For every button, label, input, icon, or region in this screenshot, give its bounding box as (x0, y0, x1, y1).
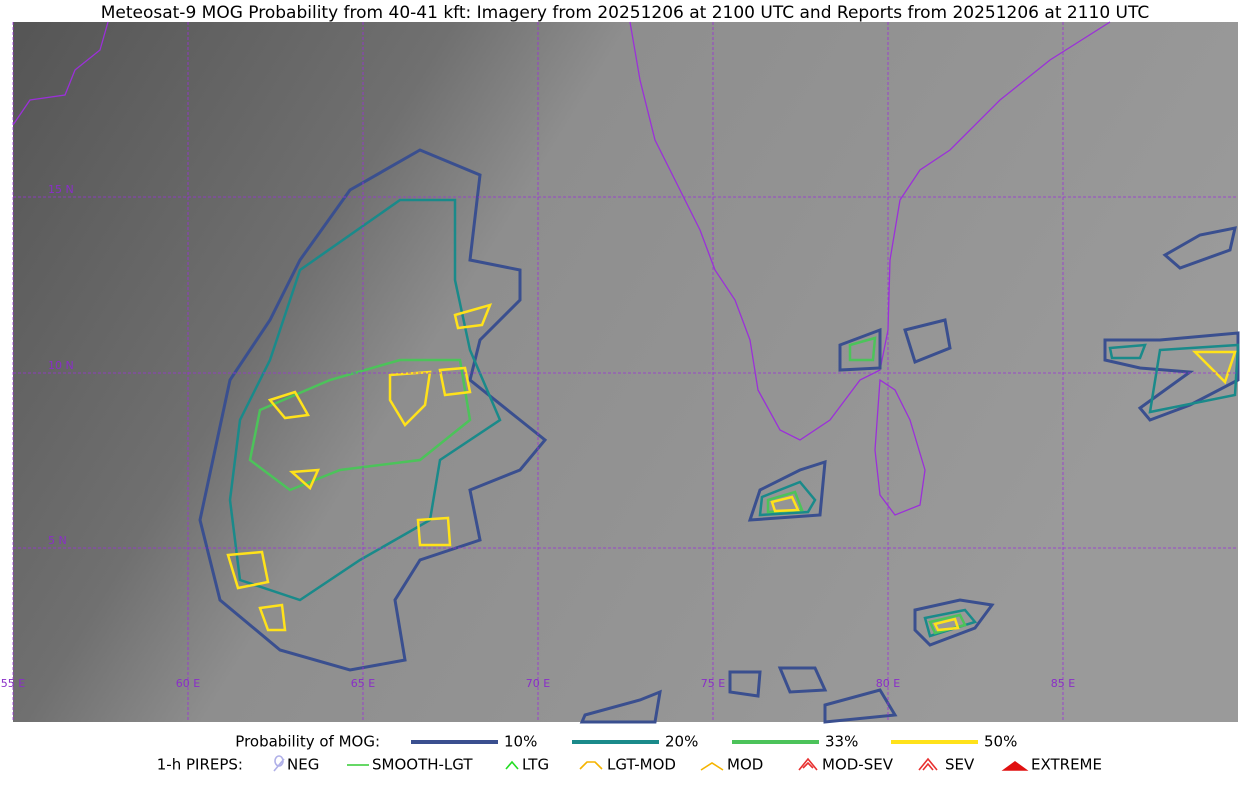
graticule: 15 N 10 N 5 N 55 E 60 E 65 E 70 E 75 E 80 E 85 E (1, 22, 1238, 722)
contour (770, 350, 1237, 632)
legend-symbol (579, 761, 603, 770)
coastline (629, 21, 1111, 441)
contour (579, 226, 1240, 724)
contour (766, 336, 967, 635)
legend-symbol (505, 760, 519, 770)
satellite-image (13, 22, 1238, 722)
legend-label: MOD (727, 756, 763, 774)
lon-label: 60 E (176, 677, 200, 690)
lat-label: 10 N (48, 359, 74, 372)
legend-symbol (918, 757, 938, 771)
legend-title: 1-h PIREPS: (157, 756, 243, 774)
contour (198, 148, 548, 672)
coastline (874, 378, 926, 516)
legend-symbol (798, 757, 818, 771)
legend-label: EXTREME (1031, 756, 1102, 774)
legend-title: Probability of MOG: (235, 733, 380, 751)
legend-label: 33% (825, 733, 858, 751)
lon-label: 85 E (1051, 677, 1075, 690)
legend-symbol (1001, 761, 1029, 771)
lat-label: 15 N (48, 183, 74, 196)
legend-label: 20% (665, 733, 698, 751)
lat-label: 5 N (48, 534, 67, 547)
legend-label: MOD-SEV (822, 756, 894, 774)
contour (248, 358, 472, 492)
contour (226, 303, 493, 632)
legend-label: LTG (522, 756, 549, 774)
coastline (12, 21, 109, 126)
title: Meteosat-9 MOG Probability from 40-41 kf… (101, 3, 1150, 23)
legend-label: 10% (504, 733, 537, 751)
legend-label: SEV (945, 756, 975, 774)
legend-symbol (273, 755, 285, 772)
lon-label: 55 E (1, 677, 25, 690)
lon-label: 75 E (701, 677, 725, 690)
legend: Probability of MOG: 10% 20% 33% 50% 1-h PIREP… (157, 733, 1102, 774)
lon-label: 80 E (876, 677, 900, 690)
legend-label: NEG (287, 756, 319, 774)
legend-label: 50% (984, 733, 1017, 751)
legend-symbol (700, 762, 724, 771)
map (12, 21, 1240, 724)
legend-label: LGT-MOD (607, 756, 676, 774)
lon-label: 65 E (351, 677, 375, 690)
contour (758, 343, 1240, 638)
lon-label: 70 E (526, 677, 550, 690)
legend-label: SMOOTH-LGT (372, 756, 473, 774)
